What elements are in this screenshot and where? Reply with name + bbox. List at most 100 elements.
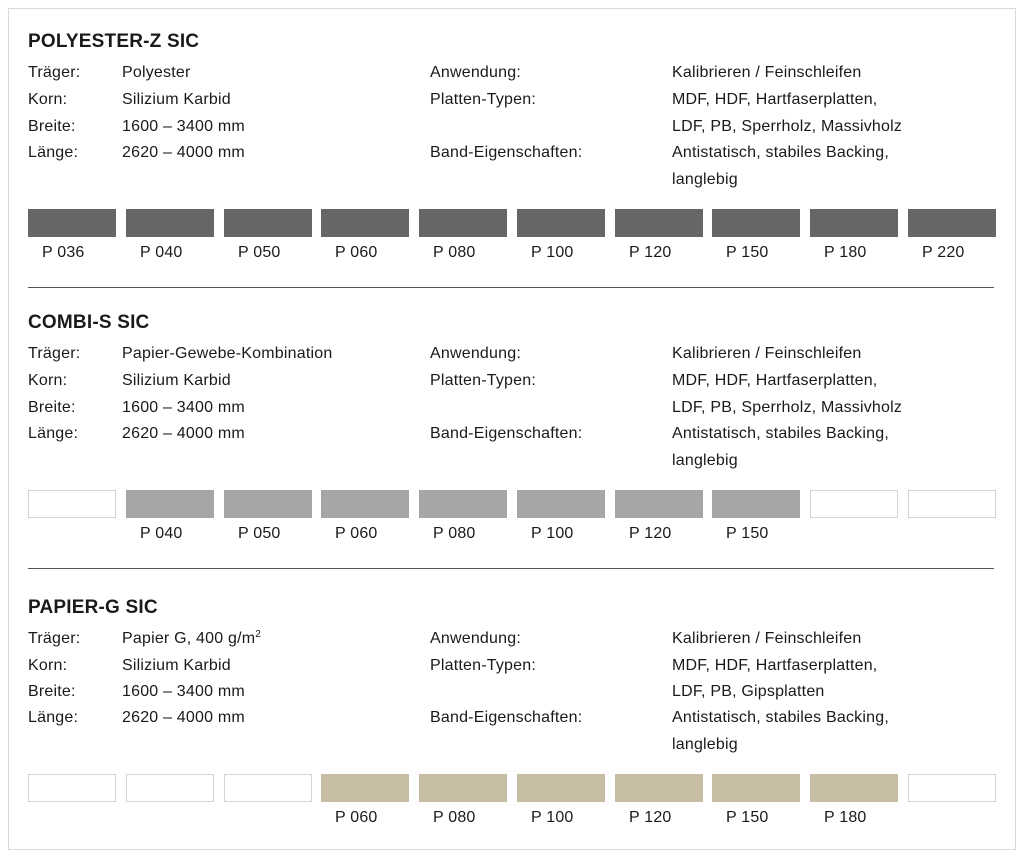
grit-bar	[28, 209, 116, 237]
grit-label: P 050	[238, 244, 281, 261]
breite-value: 1600 – 3400 mm	[122, 399, 245, 416]
grit-label: P 080	[433, 809, 476, 826]
grit-label: P 060	[335, 244, 378, 261]
korn-label: Korn:	[28, 91, 68, 108]
grit-label: P 180	[824, 809, 867, 826]
grit-label: P 220	[922, 244, 965, 261]
anwendung-value: Kalibrieren / Feinschleifen	[672, 630, 862, 647]
platten-label: Platten-Typen:	[430, 91, 536, 108]
grit-bar	[517, 774, 605, 802]
grit-label: P 080	[433, 525, 476, 542]
platten-label: Platten-Typen:	[430, 372, 536, 389]
grit-bar	[321, 774, 409, 802]
band-value-line2: langlebig	[672, 171, 738, 188]
section-title: POLYESTER-Z SIC	[28, 31, 200, 52]
section-divider	[28, 287, 994, 288]
section-title: PAPIER-G SIC	[28, 597, 158, 618]
grit-label: P 150	[726, 244, 769, 261]
grit-label: P 080	[433, 244, 476, 261]
korn-value: Silizium Karbid	[122, 657, 231, 674]
grit-label: P 180	[824, 244, 867, 261]
platten-value-line1: MDF, HDF, Hartfaserplatten,	[672, 91, 878, 108]
band-value-line1: Antistatisch, stabiles Backing,	[672, 425, 889, 442]
grit-bar-empty	[224, 774, 312, 802]
grit-bar	[419, 490, 507, 518]
grit-bar	[321, 490, 409, 518]
grit-bar-empty	[28, 774, 116, 802]
traeger-value: Papier G, 400 g/m2	[122, 630, 261, 648]
breite-label: Breite:	[28, 399, 76, 416]
section-combi-s-sic: COMBI-S SIC Träger: Papier-Gewebe-Kombin…	[28, 312, 996, 552]
grit-bar-empty	[908, 490, 996, 518]
grit-bar-empty	[28, 490, 116, 518]
traeger-value: Papier-Gewebe-Kombination	[122, 345, 333, 362]
grit-bar	[321, 209, 409, 237]
platten-value-line2: LDF, PB, Sperrholz, Massivholz	[672, 399, 903, 416]
grit-bar	[810, 209, 898, 237]
spec-card	[8, 8, 1016, 850]
grit-label: P 040	[140, 525, 183, 542]
grit-label: P 060	[335, 809, 378, 826]
section-title: COMBI-S SIC	[28, 312, 150, 333]
grit-bar	[517, 209, 605, 237]
platten-value-line1: MDF, HDF, Hartfaserplatten,	[672, 657, 878, 674]
grit-label: P 040	[140, 244, 183, 261]
breite-label: Breite:	[28, 683, 76, 700]
grit-bar	[517, 490, 605, 518]
band-label: Band-Eigenschaften:	[430, 144, 583, 161]
section-divider	[28, 568, 994, 569]
laenge-label: Länge:	[28, 144, 79, 161]
traeger-label: Träger:	[28, 64, 81, 81]
grit-bar	[810, 774, 898, 802]
grit-bar-empty	[908, 774, 996, 802]
grit-label: P 050	[238, 525, 281, 542]
grit-label: P 060	[335, 525, 378, 542]
traeger-label: Träger:	[28, 345, 81, 362]
korn-value: Silizium Karbid	[122, 91, 231, 108]
traeger-value-superscript: 2	[255, 629, 262, 640]
band-label: Band-Eigenschaften:	[430, 709, 583, 726]
platten-value-line1: MDF, HDF, Hartfaserplatten,	[672, 372, 878, 389]
grit-bar	[615, 774, 703, 802]
grit-label: P 120	[629, 525, 672, 542]
grit-bar	[126, 209, 214, 237]
korn-value: Silizium Karbid	[122, 372, 231, 389]
grit-label: P 036	[42, 244, 85, 261]
grit-bar	[615, 490, 703, 518]
band-value-line1: Antistatisch, stabiles Backing,	[672, 709, 889, 726]
breite-value: 1600 – 3400 mm	[122, 683, 245, 700]
anwendung-value: Kalibrieren / Feinschleifen	[672, 345, 862, 362]
traeger-value-text: Papier G, 400 g/m	[122, 630, 256, 647]
grit-bar	[712, 490, 800, 518]
traeger-value: Polyester	[122, 64, 191, 81]
laenge-value: 2620 – 4000 mm	[122, 425, 245, 442]
section-polyester-z-sic: POLYESTER-Z SIC Träger: Polyester Korn: …	[28, 31, 996, 271]
anwendung-value: Kalibrieren / Feinschleifen	[672, 64, 862, 81]
grit-label: P 150	[726, 809, 769, 826]
platten-value-line2: LDF, PB, Sperrholz, Massivholz	[672, 118, 903, 135]
breite-label: Breite:	[28, 118, 76, 135]
grit-bar	[908, 209, 996, 237]
platten-value-line2: LDF, PB, Gipsplatten	[672, 683, 825, 700]
grit-label: P 100	[531, 244, 574, 261]
anwendung-label: Anwendung:	[430, 345, 521, 362]
laenge-value: 2620 – 4000 mm	[122, 144, 245, 161]
breite-value: 1600 – 3400 mm	[122, 118, 245, 135]
grit-bar-empty	[810, 490, 898, 518]
grit-bar	[419, 774, 507, 802]
grit-label: P 120	[629, 244, 672, 261]
grit-bar	[712, 774, 800, 802]
section-papier-g-sic: PAPIER-G SIC Träger: Papier G, 400 g/m2 …	[28, 597, 996, 837]
anwendung-label: Anwendung:	[430, 630, 521, 647]
grit-bar-empty	[126, 774, 214, 802]
grit-bar	[126, 490, 214, 518]
laenge-value: 2620 – 4000 mm	[122, 709, 245, 726]
grit-bar	[224, 490, 312, 518]
platten-label: Platten-Typen:	[430, 657, 536, 674]
traeger-label: Träger:	[28, 630, 81, 647]
band-value-line2: langlebig	[672, 736, 738, 753]
grit-label: P 100	[531, 525, 574, 542]
korn-label: Korn:	[28, 372, 68, 389]
korn-label: Korn:	[28, 657, 68, 674]
grit-label: P 100	[531, 809, 574, 826]
